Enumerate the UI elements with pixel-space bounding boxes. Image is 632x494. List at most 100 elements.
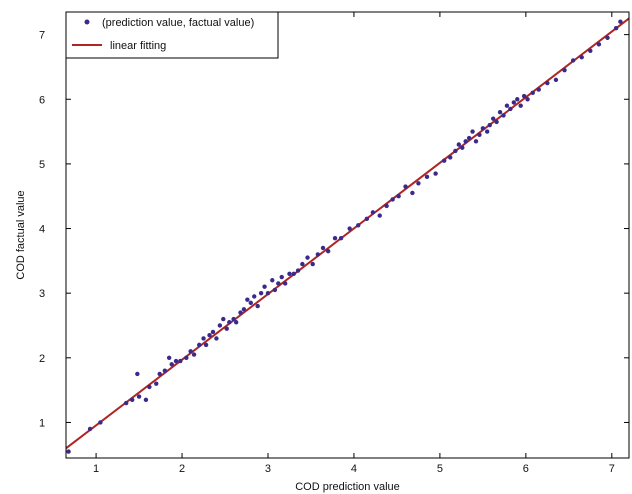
y-tick-label: 6 bbox=[39, 94, 45, 106]
data-point bbox=[553, 77, 559, 83]
data-point bbox=[504, 103, 510, 108]
data-point bbox=[173, 358, 179, 364]
data-point bbox=[356, 223, 361, 228]
data-point bbox=[613, 25, 619, 31]
y-tick-label: 4 bbox=[39, 224, 45, 236]
legend-box bbox=[65, 11, 279, 59]
data-point bbox=[377, 213, 382, 218]
data-point bbox=[197, 342, 202, 348]
data-point bbox=[570, 58, 576, 63]
data-point bbox=[233, 320, 239, 325]
legend-label-fit-line: linear fitting bbox=[110, 40, 166, 52]
data-point bbox=[221, 316, 226, 322]
data-point bbox=[325, 248, 331, 254]
data-point bbox=[494, 119, 499, 125]
data-point bbox=[87, 426, 93, 432]
data-point bbox=[162, 368, 168, 373]
y-tick-label: 5 bbox=[39, 159, 45, 171]
data-point bbox=[536, 87, 541, 92]
x-tick-label: 2 bbox=[179, 463, 185, 475]
legend-label-scatter: (prediction value, factual value) bbox=[102, 17, 254, 29]
data-point bbox=[487, 122, 492, 128]
data-point bbox=[605, 35, 610, 41]
data-point bbox=[473, 139, 479, 144]
data-point bbox=[287, 271, 292, 276]
x-tick-label: 4 bbox=[351, 463, 357, 475]
data-point bbox=[515, 97, 520, 102]
axis-ticks: 1 2 3 4 5 6 7 1 2 3 4 5 6 7 bbox=[39, 12, 629, 475]
data-point bbox=[300, 261, 305, 267]
data-point bbox=[129, 397, 135, 403]
y-tick-label: 3 bbox=[39, 288, 45, 300]
data-point bbox=[295, 268, 301, 273]
data-point bbox=[231, 316, 236, 322]
data-point bbox=[588, 48, 593, 53]
data-point bbox=[248, 300, 254, 306]
data-point bbox=[169, 362, 174, 367]
data-point bbox=[166, 355, 172, 361]
x-axis-label: COD prediction value bbox=[295, 481, 400, 493]
data-point bbox=[562, 67, 567, 73]
x-tick-label: 1 bbox=[93, 463, 99, 475]
data-point bbox=[525, 97, 530, 102]
fit-line bbox=[65, 17, 630, 450]
data-point bbox=[135, 371, 140, 377]
data-point bbox=[545, 80, 550, 86]
data-point bbox=[191, 352, 197, 357]
data-point bbox=[460, 145, 465, 150]
data-point bbox=[291, 271, 296, 276]
data-point bbox=[258, 290, 264, 296]
data-point bbox=[279, 274, 284, 280]
data-point bbox=[241, 307, 247, 312]
data-point bbox=[347, 226, 352, 231]
data-point bbox=[184, 355, 189, 361]
data-point bbox=[497, 109, 503, 115]
y-tick-label: 7 bbox=[39, 30, 45, 42]
data-point bbox=[252, 294, 257, 299]
data-point bbox=[227, 320, 232, 325]
data-point bbox=[238, 310, 243, 315]
data-point bbox=[370, 210, 376, 215]
data-point bbox=[201, 336, 206, 341]
data-point bbox=[384, 203, 389, 209]
data-point bbox=[618, 19, 623, 24]
data-point bbox=[320, 245, 326, 251]
y-tick-label: 2 bbox=[39, 353, 45, 365]
data-point bbox=[596, 42, 602, 47]
data-point bbox=[282, 281, 288, 286]
data-point bbox=[579, 55, 584, 60]
x-tick-label: 3 bbox=[265, 463, 271, 475]
data-point bbox=[453, 148, 458, 154]
data-point bbox=[480, 126, 486, 131]
data-point bbox=[332, 236, 338, 241]
x-tick-label: 6 bbox=[523, 463, 529, 475]
data-point bbox=[530, 90, 535, 95]
plot-frame bbox=[65, 11, 630, 459]
data-point bbox=[207, 332, 212, 338]
x-tick-label: 5 bbox=[437, 463, 443, 475]
data-point bbox=[416, 181, 421, 186]
data-point bbox=[456, 142, 462, 147]
data-point bbox=[136, 394, 142, 399]
y-axis-label: COD factual value bbox=[15, 190, 27, 279]
data-point bbox=[224, 326, 229, 331]
data-point bbox=[424, 174, 430, 180]
data-point bbox=[203, 342, 209, 348]
y-tick-label: 1 bbox=[39, 417, 45, 429]
data-point bbox=[210, 329, 216, 335]
legend-marker-scatter bbox=[84, 19, 90, 25]
legend: (prediction value, factual value) linear… bbox=[65, 11, 279, 59]
data-point bbox=[217, 323, 223, 328]
data-point bbox=[178, 358, 183, 364]
data-point bbox=[508, 106, 513, 112]
data-point bbox=[338, 236, 344, 241]
data-point bbox=[396, 194, 401, 199]
data-point bbox=[188, 349, 193, 354]
data-point bbox=[463, 139, 468, 144]
data-point bbox=[98, 420, 103, 425]
data-point bbox=[390, 197, 395, 202]
data-point bbox=[403, 184, 408, 189]
data-point bbox=[518, 103, 523, 108]
data-point bbox=[157, 371, 162, 377]
